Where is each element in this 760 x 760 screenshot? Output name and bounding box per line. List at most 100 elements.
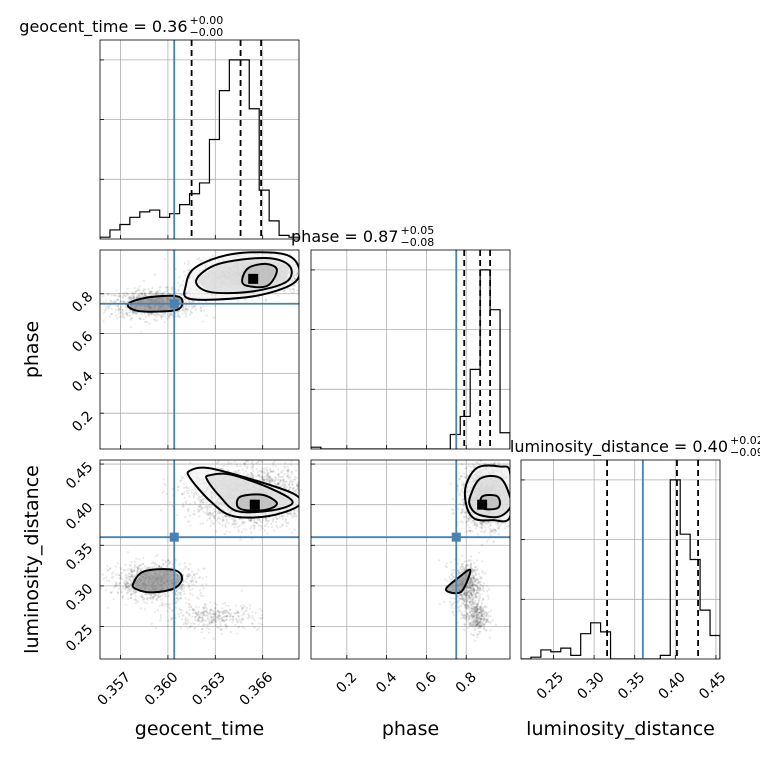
sample-point bbox=[127, 572, 130, 575]
sample-point bbox=[192, 305, 195, 308]
sample-point bbox=[152, 561, 155, 564]
sample-point bbox=[243, 298, 247, 301]
sample-point bbox=[182, 579, 185, 583]
sample-point bbox=[250, 462, 254, 465]
sample-point bbox=[180, 293, 183, 296]
sample-point bbox=[129, 596, 133, 600]
sample-point bbox=[239, 465, 242, 468]
sample-point bbox=[200, 611, 204, 614]
sample-point bbox=[204, 603, 207, 606]
sample-point bbox=[264, 517, 267, 520]
sample-point bbox=[180, 618, 183, 621]
sample-point bbox=[191, 570, 194, 573]
sample-point bbox=[179, 611, 182, 614]
sample-point bbox=[110, 307, 113, 310]
sample-point bbox=[244, 464, 247, 467]
sample-point bbox=[119, 305, 122, 309]
sample-point bbox=[189, 622, 192, 625]
sample-point bbox=[218, 610, 221, 614]
sample-point bbox=[167, 559, 170, 562]
sample-point bbox=[150, 596, 153, 600]
sample-point bbox=[159, 616, 162, 619]
sample-point bbox=[104, 299, 107, 302]
sample-point bbox=[176, 312, 179, 315]
sample-point bbox=[205, 610, 208, 613]
sample-point bbox=[175, 597, 178, 600]
sample-point bbox=[147, 566, 151, 569]
sample-point bbox=[146, 313, 149, 316]
sample-point bbox=[184, 274, 187, 277]
sample-point bbox=[137, 287, 140, 290]
sample-point bbox=[142, 290, 145, 293]
sample-point bbox=[193, 622, 196, 626]
sample-point bbox=[134, 594, 137, 598]
sample-point bbox=[179, 587, 182, 590]
sample-point bbox=[152, 293, 155, 296]
sample-point bbox=[182, 623, 185, 626]
sample-point bbox=[131, 570, 134, 574]
sample-point bbox=[125, 576, 128, 580]
sample-point bbox=[115, 582, 118, 585]
sample-point bbox=[143, 598, 146, 601]
sample-point bbox=[170, 609, 174, 612]
sample-point bbox=[274, 292, 278, 295]
hist-geocent_time-frame bbox=[99, 39, 300, 240]
sample-point bbox=[138, 285, 141, 288]
sample-point bbox=[171, 617, 174, 621]
sample-point bbox=[154, 610, 157, 613]
sample-point bbox=[261, 470, 264, 473]
sample-point bbox=[168, 312, 171, 315]
sample-point bbox=[180, 293, 183, 296]
sample-point bbox=[150, 622, 153, 626]
sample-point bbox=[164, 595, 167, 598]
sample-point bbox=[122, 292, 125, 295]
sample-point bbox=[167, 605, 170, 608]
sample-point bbox=[203, 637, 206, 640]
sample-point bbox=[240, 617, 243, 620]
sample-point bbox=[277, 483, 280, 486]
sample-point bbox=[265, 298, 268, 302]
sample-point bbox=[241, 607, 244, 610]
sample-point bbox=[221, 607, 224, 610]
sample-point bbox=[203, 624, 206, 627]
sample-point bbox=[114, 565, 117, 568]
sample-point bbox=[194, 304, 197, 307]
sample-point bbox=[204, 602, 207, 605]
sample-point bbox=[124, 563, 127, 566]
sample-point bbox=[223, 601, 226, 605]
sample-point bbox=[197, 619, 200, 623]
sample-point bbox=[309, 258, 311, 260]
sample-point bbox=[229, 615, 232, 618]
sample-point bbox=[188, 608, 191, 612]
sample-point bbox=[187, 576, 190, 579]
sample-point bbox=[130, 587, 133, 590]
sample-point bbox=[129, 318, 132, 321]
sample-point bbox=[278, 482, 281, 485]
sample-point bbox=[108, 305, 111, 308]
sample-point bbox=[135, 557, 138, 560]
sample-point bbox=[241, 618, 244, 621]
sample-point bbox=[187, 262, 190, 265]
sample-point bbox=[210, 616, 213, 619]
sample-point bbox=[213, 613, 216, 616]
sample-point bbox=[216, 610, 220, 613]
sample-point bbox=[206, 614, 210, 618]
sample-point bbox=[202, 587, 205, 590]
sample-point bbox=[241, 606, 244, 609]
sample-point bbox=[201, 583, 204, 586]
sample-point bbox=[177, 613, 180, 616]
sample-point bbox=[182, 279, 185, 282]
sample-point bbox=[163, 592, 166, 595]
sample-point bbox=[205, 623, 209, 626]
sample-point bbox=[209, 609, 212, 612]
sample-point bbox=[190, 311, 194, 314]
sample-point bbox=[161, 604, 164, 607]
sample-point bbox=[240, 609, 243, 612]
sample-point bbox=[156, 293, 159, 296]
sample-point bbox=[114, 581, 117, 584]
sample-point bbox=[164, 561, 168, 564]
sample-point bbox=[120, 308, 123, 311]
sample-point bbox=[179, 586, 183, 589]
sample-point bbox=[208, 619, 211, 622]
sample-point bbox=[203, 610, 206, 613]
